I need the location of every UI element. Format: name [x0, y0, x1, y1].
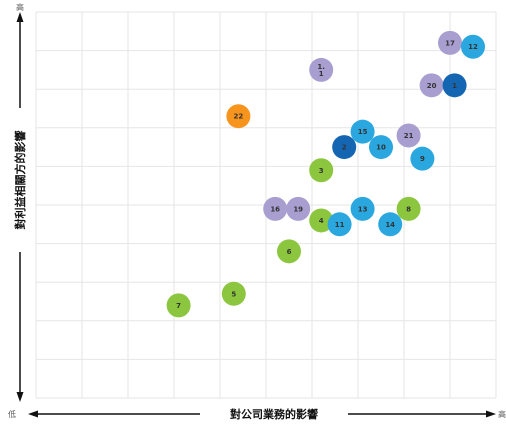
data-point-20: 20 [420, 73, 444, 97]
data-point-2: 2 [332, 135, 356, 159]
data-point-label: 4 [319, 217, 324, 225]
data-point-label: 7 [176, 302, 181, 310]
data-point-16: 16 [263, 197, 287, 221]
data-point-7: 7 [167, 293, 191, 317]
data-point-8: 8 [397, 197, 421, 221]
y-axis-arrow-down [17, 392, 24, 402]
data-point-15: 15 [351, 120, 375, 144]
data-point-13: 13 [351, 197, 375, 221]
data-point-label: 5 [231, 290, 236, 298]
x-axis-arrow-right [486, 411, 496, 418]
data-point-label: 1 [452, 82, 457, 90]
x-axis-low-label: 低 [8, 409, 16, 419]
data-point-1--1: 1. 1 [309, 58, 333, 82]
y-axis-arrow-up [17, 12, 24, 22]
data-point-label: 22 [234, 113, 244, 121]
data-point-label: 13 [358, 205, 368, 213]
data-point-label: 17 [445, 39, 455, 47]
data-point-9: 9 [410, 147, 434, 171]
data-point-label: 10 [376, 144, 386, 152]
data-points: 1. 1 17 12 20 1 22 15 21 2 10 9 3 16 19 13 8 4 11 14 6 5 7 [167, 31, 485, 317]
x-axis-arrow-left [28, 411, 38, 418]
data-point-label: 21 [404, 132, 414, 140]
data-point-label: 3 [319, 167, 324, 175]
x-axis-title: 對公司業務的影響 [230, 407, 318, 421]
data-point-label: 15 [358, 128, 368, 136]
data-point-label: 20 [427, 82, 437, 90]
y-axis-high-label: 高 [16, 2, 24, 12]
data-point-label: 19 [293, 205, 303, 213]
data-point-1: 1 [443, 73, 467, 97]
data-point-label: 14 [385, 221, 395, 229]
data-point-label: 12 [468, 43, 478, 51]
data-point-10: 10 [369, 135, 393, 159]
data-point-17: 17 [438, 31, 462, 55]
axes: 高 低 高 對公司業務的影響 對利益相關方的影響 [8, 2, 506, 421]
data-point-22: 22 [226, 104, 250, 128]
data-point-14: 14 [378, 212, 402, 236]
data-point-label: 11 [335, 221, 345, 229]
data-point-label: 6 [287, 248, 292, 256]
data-point-6: 6 [277, 239, 301, 263]
data-point-5: 5 [222, 282, 246, 306]
data-point-11: 11 [328, 212, 352, 236]
x-axis-high-label: 高 [498, 409, 506, 419]
data-point-19: 19 [286, 197, 310, 221]
data-point-12: 12 [461, 35, 485, 59]
data-point-label: 16 [270, 205, 280, 213]
y-axis-title: 對利益相關方的影響 [13, 131, 27, 230]
data-point-3: 3 [309, 158, 333, 182]
data-point-label: 9 [420, 155, 425, 163]
data-point-label: 8 [406, 205, 411, 213]
data-point-21: 21 [397, 124, 421, 148]
data-point-label: 2 [342, 144, 347, 152]
